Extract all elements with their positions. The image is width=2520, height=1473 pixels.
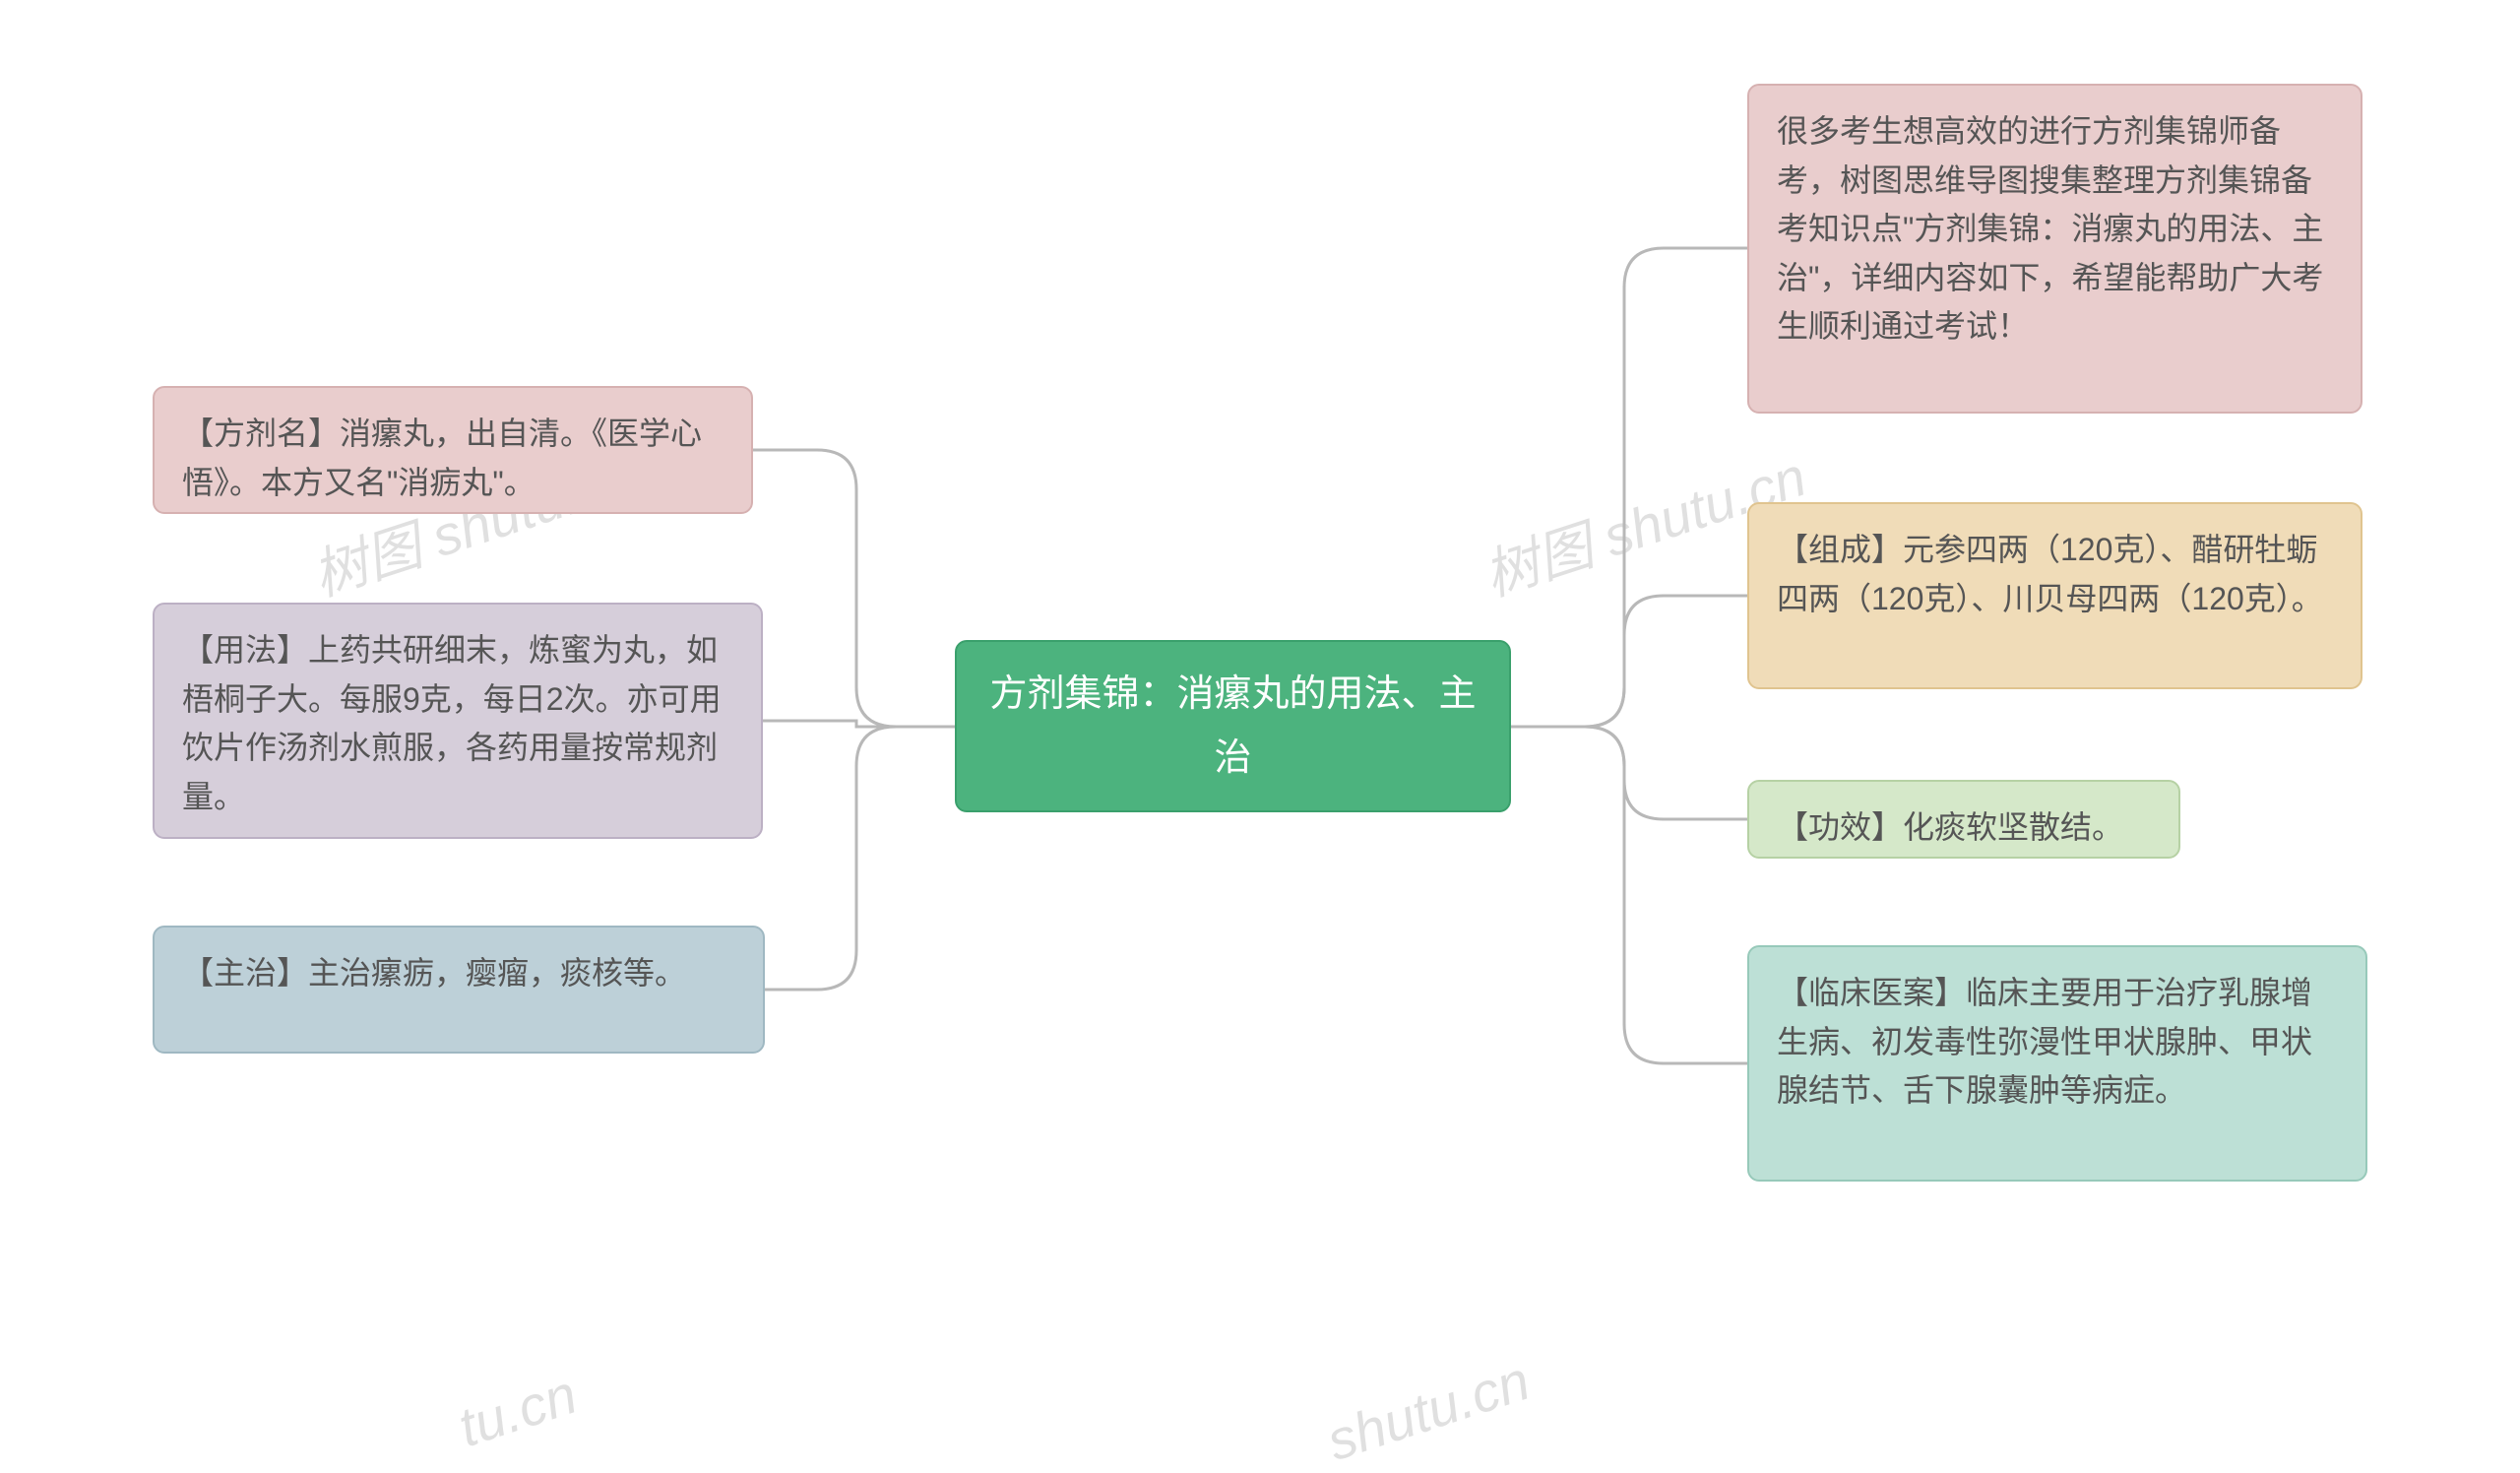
- node-zucheng: 【组成】元参四两（120克）、醋研牡蛎四两（120克）、川贝母四两（120克）。: [1747, 502, 2362, 689]
- node-zhuzhi: 【主治】主治瘰疬，瘿瘤，痰核等。: [153, 926, 765, 1054]
- node-gongxiao: 【功效】化痰软坚散结。: [1747, 780, 2180, 859]
- node-intro: 很多考生想高效的进行方剂集锦师备考，树图思维导图搜集整理方剂集锦备考知识点"方剂…: [1747, 84, 2362, 414]
- center-node-text: 方剂集锦：消瘰丸的用法、主治: [984, 663, 1481, 790]
- node-text: 【组成】元参四两（120克）、醋研牡蛎四两（120克）、川贝母四两（120克）。: [1777, 532, 2323, 616]
- node-text: 【临床医案】临床主要用于治疗乳腺增生病、初发毒性弥漫性甲状腺肿、甲状腺结节、舌下…: [1777, 975, 2312, 1108]
- node-text: 【用法】上药共研细末，炼蜜为丸，如梧桐子大。每服9克，每日2次。亦可用饮片作汤剂…: [182, 632, 722, 814]
- center-node: 方剂集锦：消瘰丸的用法、主治: [955, 640, 1511, 812]
- node-text: 很多考生想高效的进行方剂集锦师备考，树图思维导图搜集整理方剂集锦备考知识点"方剂…: [1777, 113, 2323, 344]
- watermark: shutu.cn: [1319, 1348, 1537, 1473]
- node-fangjiming: 【方剂名】消瘰丸，出自清。《医学心悟》。本方又名"消疬丸"。: [153, 386, 753, 514]
- node-text: 【方剂名】消瘰丸，出自清。《医学心悟》。本方又名"消疬丸"。: [182, 416, 702, 500]
- watermark: tu.cn: [451, 1362, 585, 1459]
- node-text: 【主治】主治瘰疬，瘿瘤，痰核等。: [182, 955, 686, 991]
- node-linchuang: 【临床医案】临床主要用于治疗乳腺增生病、初发毒性弥漫性甲状腺肿、甲状腺结节、舌下…: [1747, 945, 2367, 1182]
- node-yongfa: 【用法】上药共研细末，炼蜜为丸，如梧桐子大。每服9克，每日2次。亦可用饮片作汤剂…: [153, 603, 763, 839]
- node-text: 【功效】化痰软坚散结。: [1777, 809, 2123, 845]
